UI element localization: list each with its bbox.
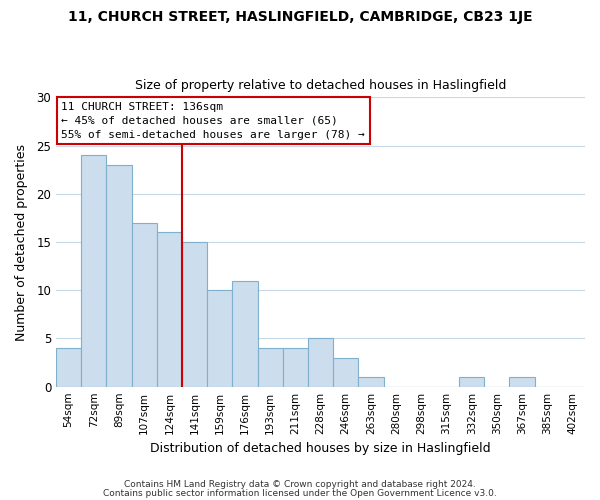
Bar <box>509 377 535 386</box>
Bar <box>308 338 333 386</box>
Bar <box>207 290 232 386</box>
Bar <box>131 222 157 386</box>
Bar <box>106 165 131 386</box>
Text: Contains public sector information licensed under the Open Government Licence v3: Contains public sector information licen… <box>103 488 497 498</box>
Title: Size of property relative to detached houses in Haslingfield: Size of property relative to detached ho… <box>135 79 506 92</box>
Bar <box>182 242 207 386</box>
Bar <box>283 348 308 387</box>
Bar <box>257 348 283 387</box>
Bar <box>459 377 484 386</box>
Text: 11 CHURCH STREET: 136sqm
← 45% of detached houses are smaller (65)
55% of semi-d: 11 CHURCH STREET: 136sqm ← 45% of detach… <box>61 102 365 140</box>
Bar <box>56 348 81 387</box>
Text: 11, CHURCH STREET, HASLINGFIELD, CAMBRIDGE, CB23 1JE: 11, CHURCH STREET, HASLINGFIELD, CAMBRID… <box>68 10 532 24</box>
X-axis label: Distribution of detached houses by size in Haslingfield: Distribution of detached houses by size … <box>150 442 491 455</box>
Bar <box>358 377 383 386</box>
Y-axis label: Number of detached properties: Number of detached properties <box>15 144 28 340</box>
Text: Contains HM Land Registry data © Crown copyright and database right 2024.: Contains HM Land Registry data © Crown c… <box>124 480 476 489</box>
Bar <box>333 358 358 386</box>
Bar <box>157 232 182 386</box>
Bar <box>232 280 257 386</box>
Bar <box>81 155 106 386</box>
